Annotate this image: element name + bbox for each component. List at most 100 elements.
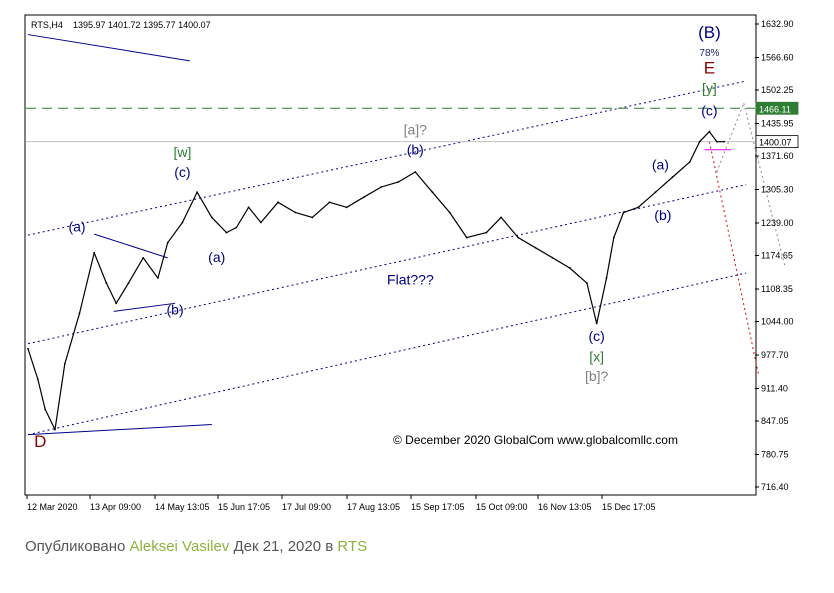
y-tick-label: 977.70	[761, 350, 789, 360]
wave-label: (b)	[407, 141, 424, 157]
y-tick-label: 1371.60	[761, 151, 794, 161]
x-tick-label: 16 Nov 13:05	[538, 502, 592, 512]
price-point	[362, 196, 365, 199]
wave-label: (a)	[68, 219, 85, 235]
chart-title: RTS,H4	[31, 20, 63, 30]
trend-line	[743, 103, 786, 269]
price-point	[247, 206, 250, 209]
price-point	[431, 191, 434, 194]
x-tick-label: 15 Jun 17:05	[218, 502, 270, 512]
price-point	[277, 201, 279, 204]
price-point	[210, 216, 213, 219]
price-point	[115, 302, 118, 305]
price-point	[259, 221, 262, 224]
x-tick-label: 12 Mar 2020	[27, 502, 78, 512]
y-tick-label: 716.40	[761, 482, 789, 492]
ohlc-header: 1395.97 1401.72 1395.77 1400.07	[73, 20, 211, 30]
price-point	[551, 256, 554, 259]
wave-labels-layer: (B) 78%E [y] (c) [a]? (b) [w] (c) (a) (a) (b) Flat?…	[34, 23, 721, 451]
price-point	[637, 206, 640, 209]
price-point	[157, 277, 159, 279]
x-tick-label: 17 Aug 13:05	[347, 502, 400, 512]
y-tick-label: 1632.90	[761, 19, 794, 29]
y-tick-label: 1174.65	[761, 251, 793, 261]
price-tag	[755, 135, 799, 149]
price-point	[44, 408, 47, 411]
price-tag-label: 1466.11	[759, 104, 791, 114]
price-point	[698, 140, 701, 143]
price-point	[93, 251, 96, 254]
publish-date: Дек 21, 2020 в	[233, 538, 334, 555]
y-tick-label: 1239.00	[761, 218, 794, 228]
price-series-layer	[27, 130, 726, 431]
x-tick-label: 13 Apr 09:00	[90, 502, 141, 512]
wave-label: (b)	[167, 301, 184, 317]
price-point	[605, 277, 608, 279]
price-point	[142, 256, 145, 259]
x-tick-label: 17 Jul 09:00	[282, 502, 331, 512]
price-point	[568, 267, 571, 269]
wave-label: [y]	[702, 80, 717, 96]
price-point	[485, 231, 488, 234]
price-point	[715, 140, 718, 143]
wave-label: (c)	[701, 102, 717, 118]
price-point	[500, 216, 502, 219]
wave-label: (b)	[654, 207, 671, 223]
price-tag-label: 1400.07	[759, 138, 792, 148]
y-tick-label: 1305.30	[761, 184, 794, 194]
price-point	[612, 236, 615, 239]
price-tag	[755, 101, 799, 115]
wave-label: (a)	[208, 249, 225, 265]
y-tick-label: 1108.35	[761, 284, 793, 294]
y-tick-label: 911.40	[761, 383, 788, 393]
x-tick-label: 15 Dec 17:05	[602, 502, 656, 512]
price-point	[622, 211, 625, 214]
wave-label: [w]	[173, 144, 191, 160]
wave-label: [a]?	[404, 122, 428, 138]
plot-frame	[24, 14, 757, 496]
price-point	[534, 246, 537, 249]
copyright-note: © December 2020 GlobalCom www.globalcoml…	[393, 433, 678, 447]
price-point	[181, 221, 184, 224]
price-point	[380, 186, 382, 189]
wave-label: (c)	[174, 164, 190, 180]
price-point	[311, 216, 314, 219]
author-link[interactable]: Aleksei Vasilev	[129, 538, 230, 555]
price-point	[585, 282, 588, 285]
wave-label: [b]?	[585, 368, 609, 384]
price-point	[127, 282, 130, 285]
x-axis: 12 Mar 2020 13 Apr 09:00 14 May 13:05 15 Ju…	[26, 495, 656, 512]
y-axis: 1632.90 1566.60 1502.25 1435.95 1371.60 1305.…	[755, 19, 794, 492]
y-tick-label: 780.75	[761, 449, 789, 459]
price-point	[328, 201, 331, 204]
price-point	[166, 241, 169, 244]
price-point	[105, 282, 108, 285]
price-point	[723, 140, 726, 143]
price-point	[196, 191, 199, 194]
price-point	[54, 428, 56, 431]
y-tick-label: 1502.25	[761, 85, 794, 95]
x-tick-label: 15 Sep 17:05	[411, 502, 465, 512]
price-point	[595, 322, 598, 325]
price-point	[345, 206, 348, 209]
price-point	[708, 130, 711, 133]
price-point	[671, 176, 674, 178]
price-point	[414, 171, 417, 173]
published-label: Опубликовано	[25, 538, 126, 555]
symbol-link[interactable]: RTS	[337, 538, 368, 555]
x-tick-label: 15 Oct 09:00	[476, 502, 528, 512]
price-chart: 1466.11 1400.07 (B) 78%E [y] (c) [a]? (b) [w] (c…	[24, 14, 799, 512]
trend-line	[113, 302, 176, 312]
wave-label: (B)	[698, 23, 721, 42]
price-point	[78, 312, 81, 315]
publication-footer: Опубликовано Aleksei Vasilev Дек 21, 202…	[25, 538, 367, 555]
y-tick-label: 1435.95	[761, 118, 794, 128]
horizontal-lines-layer: 1466.11 1400.07	[26, 101, 799, 149]
wave-label: Flat???	[387, 272, 434, 288]
wave-label: (a)	[652, 156, 669, 172]
price-point	[63, 363, 66, 365]
price-point	[448, 211, 451, 214]
y-tick-label: 1044.00	[761, 317, 794, 327]
price-point	[688, 160, 691, 163]
x-tick-label: 14 May 13:05	[155, 502, 210, 512]
